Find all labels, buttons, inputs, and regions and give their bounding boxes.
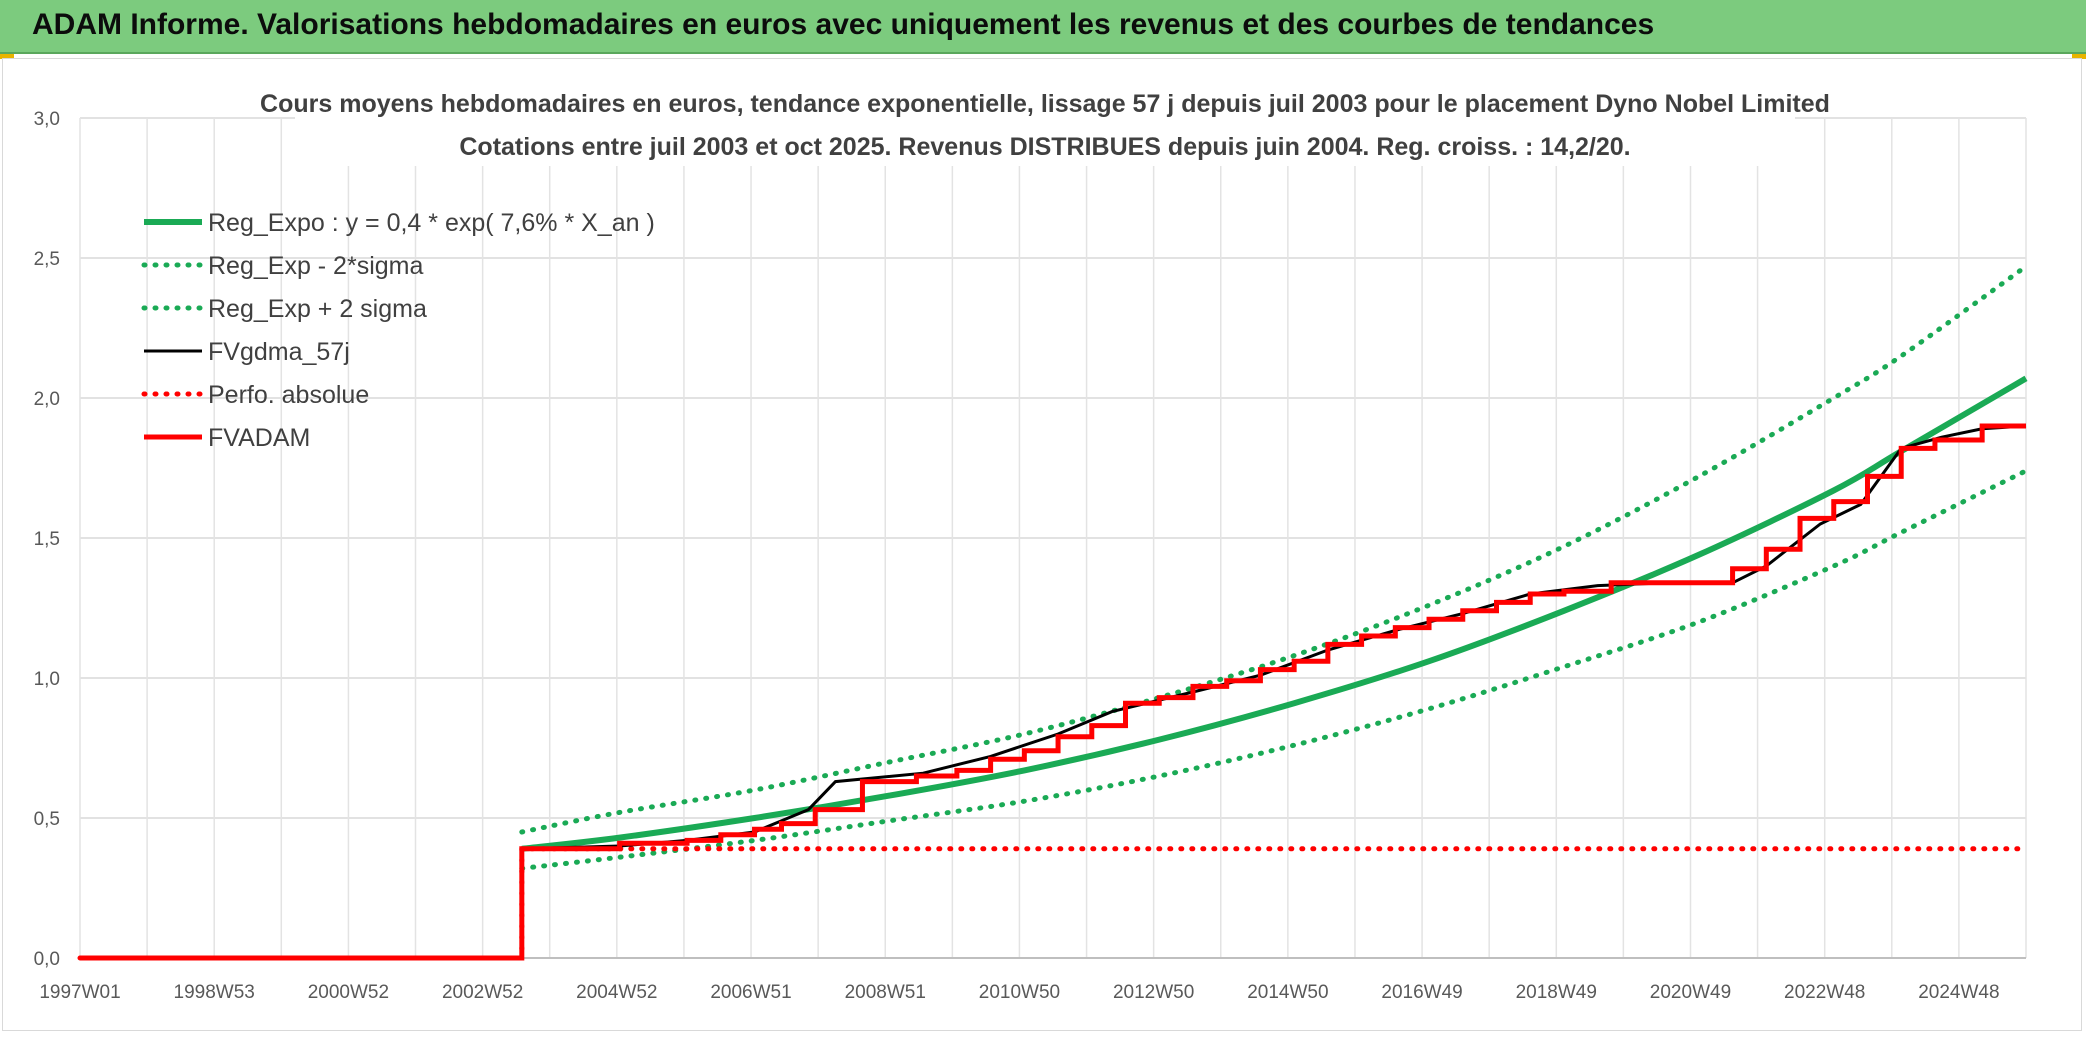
y-tick-label: 0,0 <box>34 949 60 970</box>
legend-label: Reg_Exp + 2 sigma <box>208 295 427 323</box>
x-tick-label: 2020W49 <box>1650 982 1731 1003</box>
x-tick-label: 2010W50 <box>979 982 1060 1003</box>
series-line-reg-expo-y-0-4-exp-7-6-x-an <box>521 375 2028 852</box>
x-tick-label: 2014W50 <box>1247 982 1328 1003</box>
corner-mark-right <box>2072 54 2086 59</box>
series-line-reg-exp-2-sigma <box>519 263 2029 835</box>
y-tick-label: 3,0 <box>34 109 60 130</box>
report-header: ADAM Informe. Valorisations hebdomadaire… <box>0 0 2086 54</box>
x-tick-label: 2012W50 <box>1113 982 1194 1003</box>
chart-frame <box>2 58 2082 1031</box>
series-layer <box>77 263 2029 961</box>
chart-subtitle: Cotations entre juil 2003 et oct 2025. R… <box>459 133 1630 161</box>
x-tick-label: 2018W49 <box>1516 982 1597 1003</box>
report-title: ADAM Informe. Valorisations hebdomadaire… <box>32 8 1655 41</box>
x-tick-label: 2022W48 <box>1784 982 1865 1003</box>
corner-mark-left <box>0 54 14 59</box>
grid <box>79 117 2027 959</box>
series-line-reg-exp-2-sigma <box>519 468 2029 871</box>
legend-label: FVADAM <box>208 424 310 452</box>
x-tick-label: 2006W51 <box>710 982 791 1003</box>
y-axis-ticks: 0,0 0,5 1,0 1,5 2,0 2,5 3,0 <box>34 109 60 970</box>
x-tick-label: 1998W53 <box>174 982 255 1003</box>
y-tick-label: 1,5 <box>34 529 60 550</box>
y-tick-label: 2,0 <box>34 389 60 410</box>
x-tick-label: 2008W51 <box>845 982 926 1003</box>
legend-label: FVgdma_57j <box>208 338 350 366</box>
legend-label: Reg_Expo : y = 0,4 * exp( 7,6% * X_an ) <box>208 209 655 237</box>
chart-title: Cours moyens hebdomadaires en euros, ten… <box>260 90 1830 118</box>
x-tick-label: 2024W48 <box>1918 982 1999 1003</box>
x-tick-label: 2016W49 <box>1381 982 1462 1003</box>
x-tick-label: 2000W52 <box>308 982 389 1003</box>
y-tick-label: 1,0 <box>34 669 60 690</box>
legend: Reg_Expo : y = 0,4 * exp( 7,6% * X_an ) R… <box>141 209 655 452</box>
series-line-perfo-absolue <box>77 846 2029 961</box>
x-tick-label: 1997W01 <box>39 982 120 1003</box>
x-tick-label: 2004W52 <box>576 982 657 1003</box>
y-tick-label: 2,5 <box>34 249 60 270</box>
series-line-fvgdma-57j <box>80 424 2027 960</box>
series-line-fvadam <box>80 423 2026 961</box>
title-backdrop <box>295 86 1795 166</box>
x-axis-ticks: 1997W01 1998W53 2000W52 2002W52 2004W52 2006W… <box>39 982 1999 1003</box>
y-tick-label: 0,5 <box>34 809 60 830</box>
legend-label: Perfo. absolue <box>208 381 369 409</box>
x-tick-label: 2002W52 <box>442 982 523 1003</box>
legend-label: Reg_Exp - 2*sigma <box>208 252 423 280</box>
